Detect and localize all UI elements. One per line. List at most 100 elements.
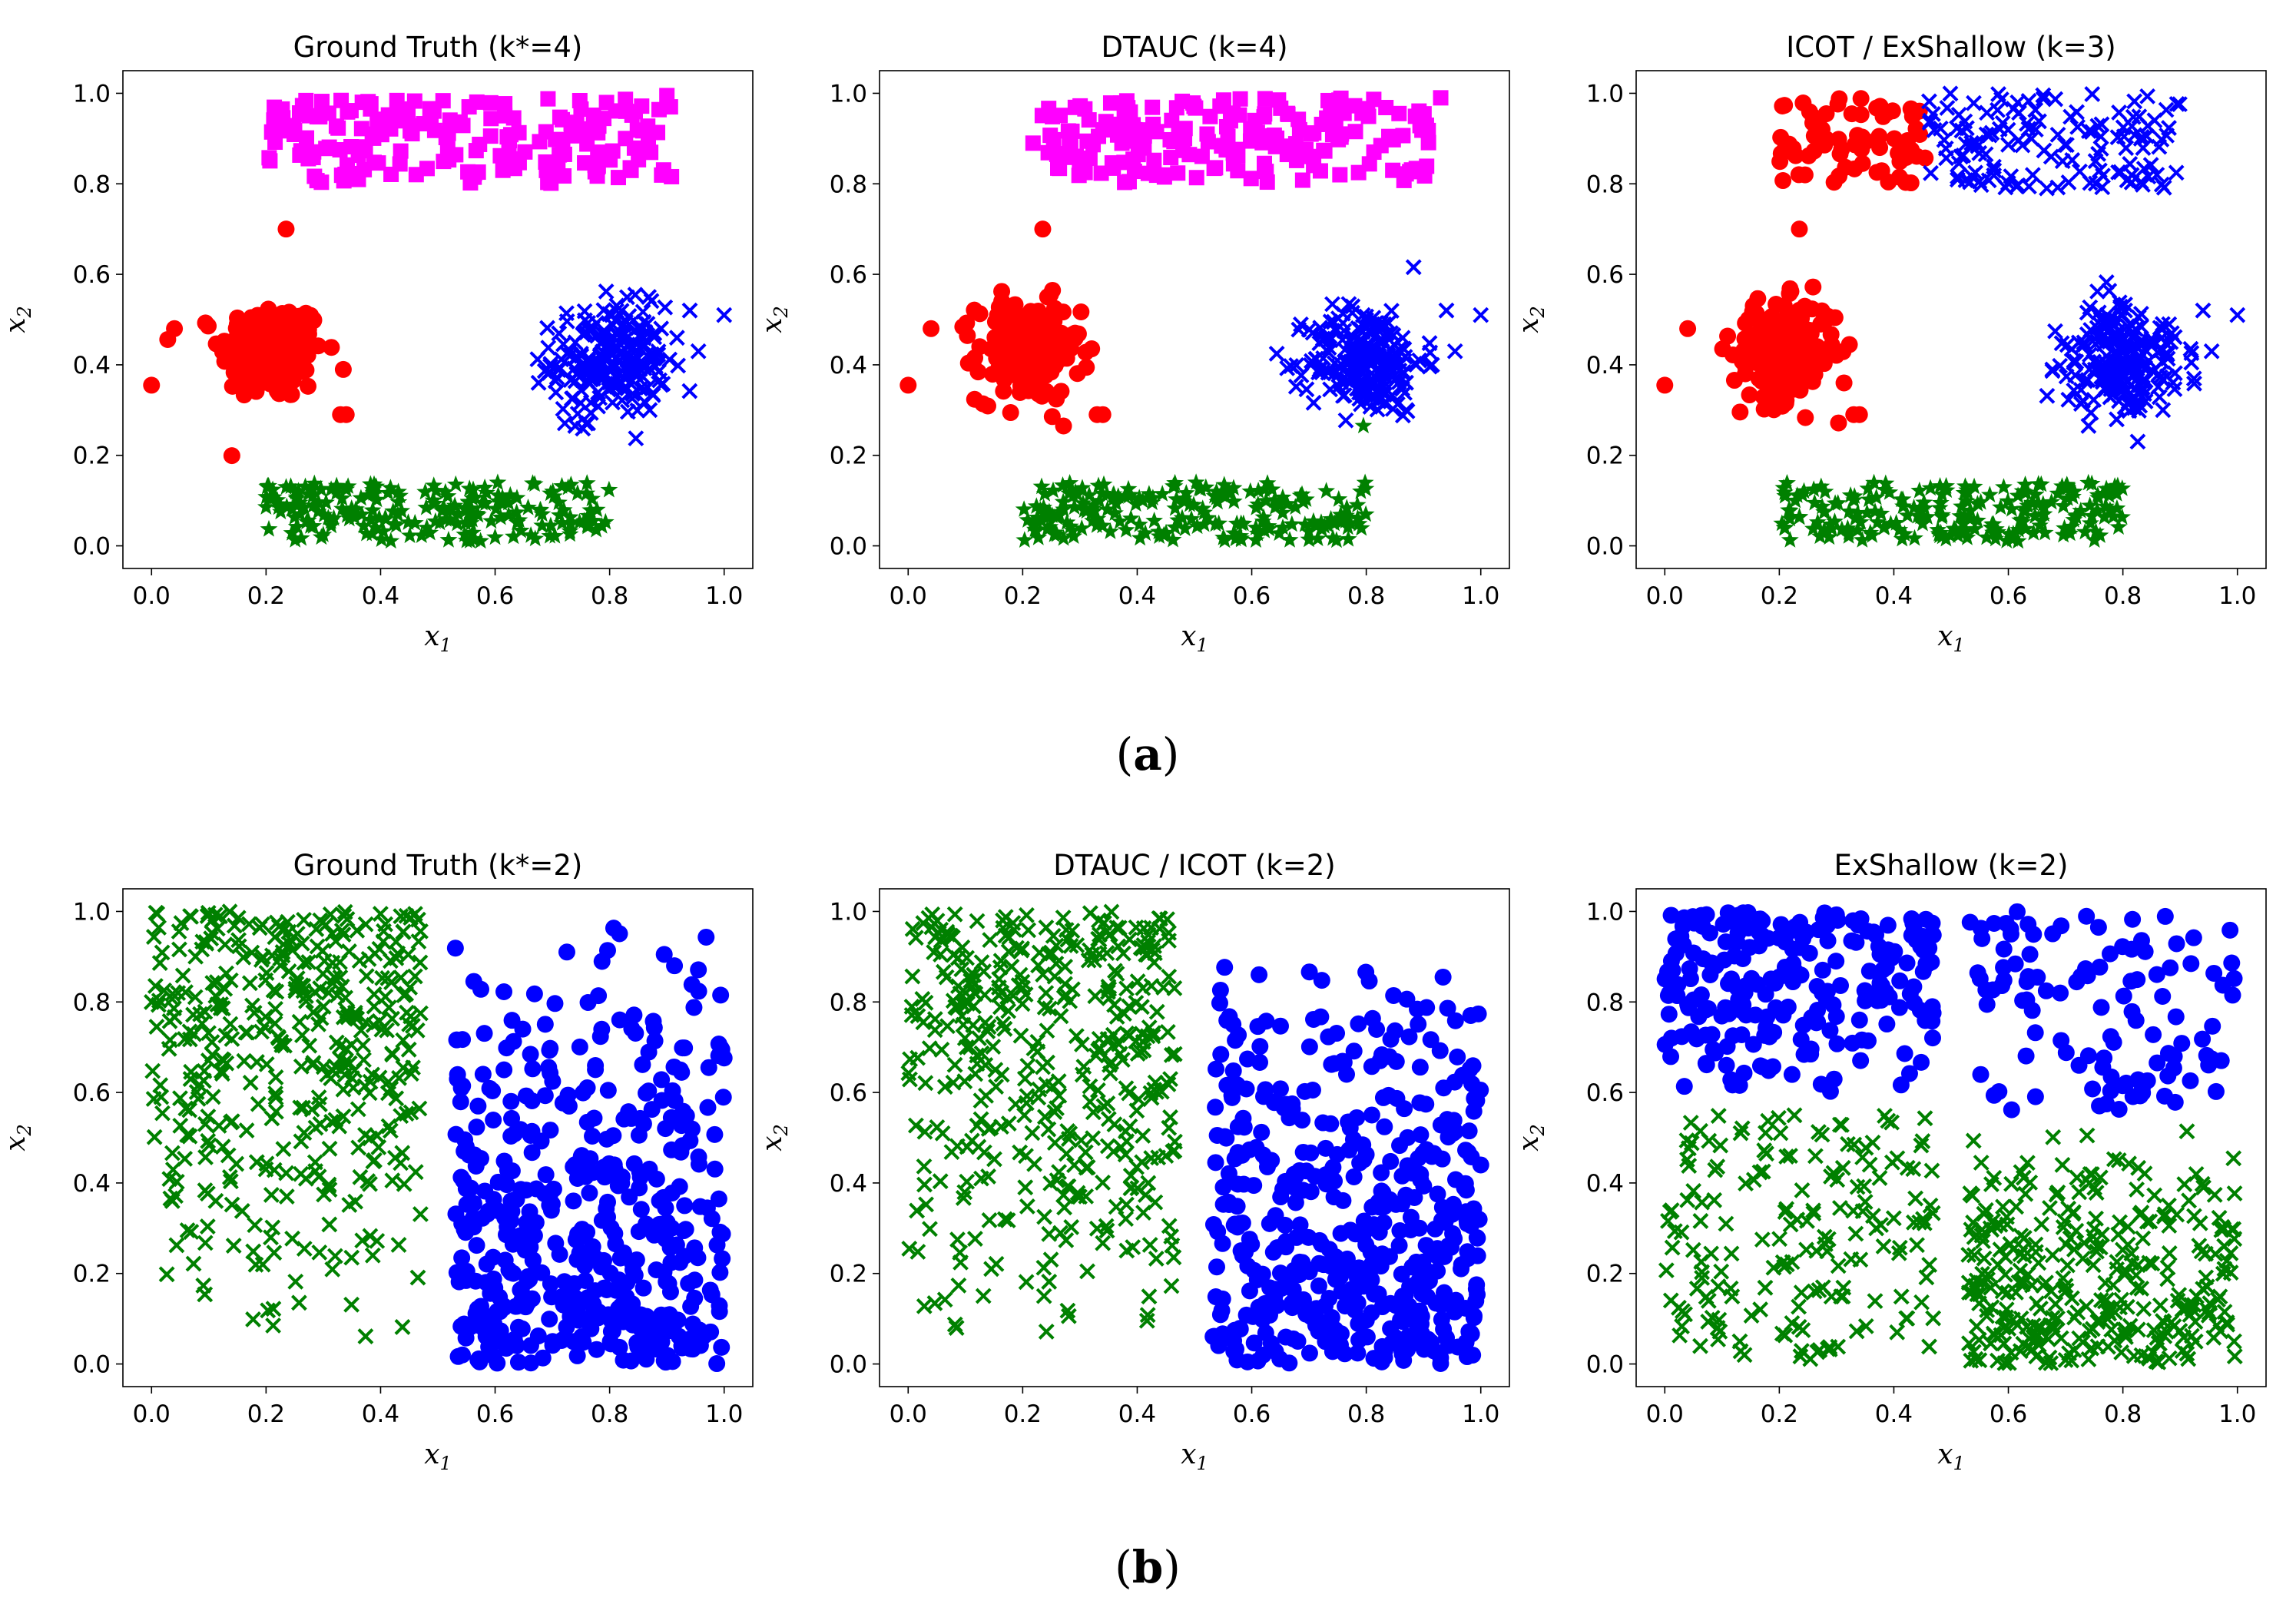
point-cluster-blue-crosses [1446, 343, 1463, 360]
point-cluster-green-crosses [352, 1168, 369, 1185]
point-cluster-green-stars [596, 512, 615, 530]
point-cluster-green-crosses [1019, 1198, 1035, 1215]
point-cluster-blue-circles [1434, 968, 1452, 986]
point-cluster-blue-circles-right [2102, 945, 2119, 963]
point-cluster-green-stars [1168, 490, 1185, 507]
point-cluster-green-stars [272, 502, 290, 520]
point-cluster-green-crosses [904, 968, 921, 985]
point-cluster-green-stars [459, 492, 478, 509]
point-cluster-green-stars [1155, 525, 1173, 543]
point-cluster-green-crosses-left [1771, 1109, 1787, 1126]
point-cluster-green-crosses-left [1807, 1148, 1824, 1165]
point-cluster-blue-circles [544, 1072, 562, 1090]
point-cluster-green-crosses [174, 967, 191, 984]
point-cluster-blue-circles [668, 1236, 685, 1254]
point-cluster-green-crosses [209, 996, 226, 1013]
point-cluster-blue-circles [1266, 1288, 1284, 1305]
point-cluster-blue-circles [1465, 1200, 1483, 1218]
point-cluster-blue-crosses-top [2027, 101, 2044, 118]
panel-title: DTAUC (k=4) [1101, 31, 1287, 64]
point-cluster-red-circles [334, 360, 352, 378]
point-cluster-blue-crosses-top [1936, 131, 1953, 148]
point-cluster-blue-crosses [1394, 330, 1411, 346]
point-cluster-green-stars [1933, 508, 1951, 525]
point-cluster-green-stars [2036, 523, 2054, 541]
point-cluster-green-stars [583, 489, 601, 507]
point-cluster-green-crosses [403, 910, 419, 926]
point-cluster-green-stars [1136, 524, 1155, 542]
point-cluster-blue-circles [1373, 1298, 1391, 1316]
point-cluster-green-crosses-left [1710, 1108, 1727, 1124]
point-cluster-blue-crosses [576, 303, 593, 320]
point-cluster-blue-crosses-top [2064, 151, 2081, 168]
point-cluster-green-crosses [151, 920, 167, 936]
point-cluster-magenta-squares [622, 160, 638, 176]
point-cluster-green-stars [393, 502, 411, 519]
point-cluster-blue-circles [1349, 1344, 1367, 1362]
point-cluster-blue-circles [1212, 1046, 1230, 1063]
point-cluster-blue-crosses [1390, 396, 1406, 413]
point-cluster-blue-circles [1271, 1017, 1289, 1035]
point-cluster-green-stars [1968, 511, 1986, 529]
point-cluster-red-circles [1002, 404, 1019, 422]
point-cluster-green-crosses [409, 1269, 426, 1286]
point-cluster-green-stars [519, 499, 537, 515]
point-cluster-magenta-squares [1294, 172, 1310, 188]
point-cluster-green-crosses [953, 1254, 969, 1271]
point-cluster-blue-circles [631, 1319, 649, 1337]
point-cluster-green-stars [1987, 520, 2005, 537]
point-cluster-blue-crosses-top [2126, 93, 2143, 110]
point-cluster-green-stars [2009, 521, 2028, 538]
point-cluster-blue-crosses [2153, 330, 2170, 346]
point-cluster-green-crosses [959, 1138, 976, 1155]
point-cluster-blue-circles [489, 1354, 506, 1372]
point-cluster-red-circles [1808, 338, 1826, 356]
point-cluster-green-crosses [1095, 1235, 1112, 1251]
point-cluster-blue-crosses [2106, 332, 2123, 348]
point-cluster-green-crosses [210, 1117, 227, 1134]
point-cluster-green-stars [1177, 484, 1195, 501]
point-cluster-magenta-squares [1416, 106, 1432, 122]
point-cluster-blue-circles [1313, 972, 1330, 989]
panel-title: ExShallow (k=2) [1834, 849, 2069, 882]
point-cluster-green-crosses [340, 1009, 356, 1026]
point-cluster-green-crosses [377, 916, 394, 933]
point-cluster-blue-circles-left [1853, 1031, 1870, 1049]
point-cluster-red-circles [1679, 320, 1697, 337]
point-cluster-blue-circles [581, 1184, 598, 1201]
point-cluster-blue-circles [1284, 1095, 1301, 1112]
point-cluster-blue-circles [537, 1166, 555, 1184]
point-cluster-green-stars [1088, 516, 1106, 533]
point-cluster-blue-circles [1460, 1122, 1478, 1140]
point-cluster-blue-crosses [2106, 353, 2123, 369]
point-cluster-green-crosses [1066, 1157, 1082, 1174]
point-cluster-blue-circles [680, 1274, 697, 1292]
point-cluster-red-circles-top [1848, 127, 1866, 144]
point-cluster-green-stars [550, 493, 568, 511]
point-cluster-blue-circles [634, 1279, 652, 1297]
point-cluster-magenta-squares [423, 113, 439, 129]
point-cluster-magenta-squares [1433, 90, 1449, 106]
point-cluster-green-stars [1804, 480, 1823, 497]
point-cluster-green-crosses [230, 910, 247, 926]
point-cluster-green-crosses [982, 932, 999, 949]
point-cluster-green-stars [2079, 473, 2098, 491]
point-cluster-blue-circles-right [1972, 1066, 1990, 1083]
point-cluster-green-stars [1266, 498, 1284, 515]
point-cluster-blue-circles [699, 1099, 717, 1116]
point-cluster-blue-circles-right [2182, 1072, 2199, 1089]
point-cluster-green-stars [1357, 479, 1375, 497]
point-cluster-green-crosses [258, 1056, 275, 1072]
point-cluster-magenta-squares [1347, 124, 1363, 140]
point-cluster-green-crosses [357, 916, 374, 933]
point-cluster-magenta-squares [482, 94, 499, 111]
point-cluster-blue-crosses [2117, 297, 2133, 313]
point-cluster-green-stars [1858, 503, 1876, 521]
point-cluster-blue-crosses [1279, 360, 1296, 376]
point-cluster-red-circles [1021, 317, 1039, 334]
point-cluster-blue-circles [546, 995, 564, 1012]
point-cluster-green-crosses-left [1713, 1263, 1730, 1280]
point-cluster-blue-circles [522, 1354, 540, 1372]
point-cluster-blue-circles-right [2165, 1059, 2182, 1077]
point-cluster-green-stars [2024, 523, 2043, 541]
